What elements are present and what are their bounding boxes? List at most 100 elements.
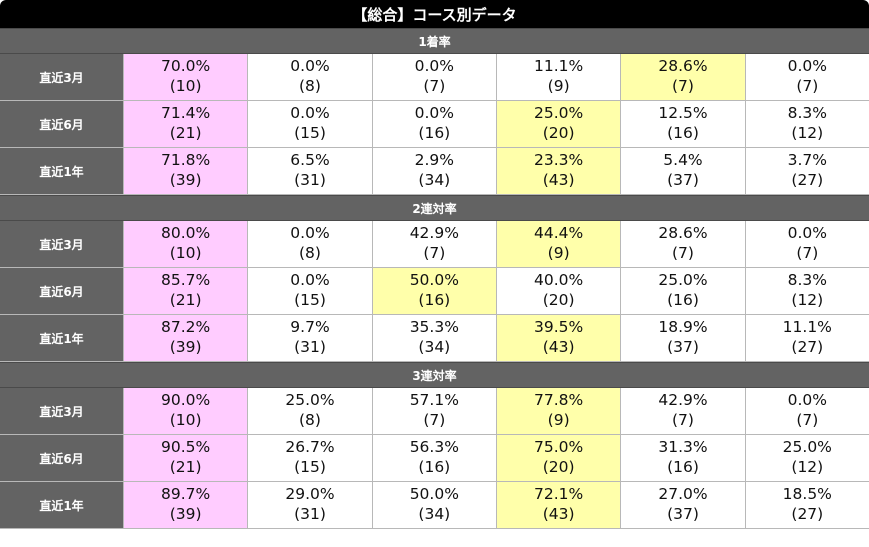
cell-percentage: 0.0% — [290, 224, 330, 243]
cell-percentage: 25.0% — [782, 438, 832, 457]
cell-count: (39) — [169, 505, 202, 523]
cell-count: (21) — [169, 124, 202, 142]
table-cell: 50.0% (16) — [372, 268, 497, 314]
cell-count: (34) — [418, 171, 451, 189]
table-cell: 42.9% (7) — [621, 388, 746, 434]
cell-percentage: 71.4% — [161, 104, 211, 123]
sections-container: 1着率 直近3月 70.0% (10) 0.0% (8) 0.0% (7) 11.1% (9) 28… — [0, 28, 869, 529]
cell-percentage: 12.5% — [658, 104, 708, 123]
cell-count: (27) — [791, 171, 824, 189]
table-cell: 0.0% (8) — [248, 54, 373, 100]
cell-percentage: 18.5% — [782, 485, 832, 504]
cell-percentage: 18.9% — [658, 318, 708, 337]
table-cell: 70.0% (10) — [124, 54, 249, 100]
cell-count: (8) — [299, 411, 321, 429]
cell-count: (7) — [796, 244, 819, 262]
cell-count: (37) — [667, 505, 699, 523]
cell-count: (9) — [547, 244, 570, 262]
cell-percentage: 29.0% — [285, 485, 335, 504]
cell-count: (7) — [796, 411, 819, 429]
cell-count: (39) — [169, 171, 202, 189]
cell-percentage: 90.5% — [161, 438, 211, 457]
table-cell: 77.8% (9) — [496, 388, 622, 434]
cell-count: (16) — [418, 458, 451, 476]
table-cell: 18.9% (37) — [621, 315, 746, 361]
row-label: 直近6月 — [0, 435, 124, 481]
table-cell: 12.5% (16) — [621, 101, 746, 147]
cell-count: (16) — [418, 124, 451, 142]
table-cell: 80.0% (10) — [124, 221, 249, 267]
section-header: 2連対率 — [0, 195, 869, 221]
table-cell: 39.5% (43) — [496, 315, 622, 361]
table-row: 直近3月 80.0% (10) 0.0% (8) 42.9% (7) 44.4% (9) 28.6… — [0, 221, 869, 268]
cell-count: (15) — [294, 124, 326, 142]
cell-percentage: 0.0% — [290, 104, 330, 123]
course-data-table: 【総合】コース別データ 1着率 直近3月 70.0% (10) 0.0% (8) 0.0%(… — [0, 0, 869, 529]
cell-percentage: 0.0% — [787, 57, 827, 76]
cell-count: (12) — [791, 124, 824, 142]
table-cell: 40.0% (20) — [497, 268, 622, 314]
cell-count: (7) — [671, 244, 694, 262]
row-label: 直近3月 — [0, 54, 124, 100]
cell-percentage: 87.2% — [161, 318, 211, 337]
cell-count: (31) — [294, 171, 326, 189]
table-cell: 0.0% (7) — [746, 221, 869, 267]
cell-percentage: 39.5% — [534, 318, 584, 337]
cell-percentage: 8.3% — [787, 104, 827, 123]
table-cell: 8.3% (12) — [746, 101, 869, 147]
cell-count: (10) — [169, 411, 202, 429]
cell-count: (9) — [547, 411, 570, 429]
table-cell: 31.3% (16) — [621, 435, 746, 481]
table-cell: 25.0% (12) — [746, 435, 869, 481]
cell-count: (43) — [542, 171, 575, 189]
cell-percentage: 90.0% — [161, 391, 211, 410]
cell-count: (31) — [294, 338, 326, 356]
table-cell: 26.7% (15) — [248, 435, 373, 481]
cell-count: (7) — [796, 77, 819, 95]
table-row: 直近6月 90.5% (21) 26.7% (15) 56.3% (16) 75.0% (20)… — [0, 435, 869, 482]
table-cell: 0.0% (7) — [746, 388, 869, 434]
cell-percentage: 8.3% — [787, 271, 827, 290]
cell-count: (9) — [547, 77, 570, 95]
cell-percentage: 27.0% — [658, 485, 708, 504]
table-cell: 6.5% (31) — [248, 148, 373, 194]
row-label: 直近3月 — [0, 388, 124, 434]
cell-count: (7) — [423, 77, 446, 95]
cell-count: (20) — [542, 124, 575, 142]
cell-count: (12) — [791, 458, 824, 476]
table-cell: 42.9% (7) — [373, 221, 497, 267]
table-cell: 0.0% (15) — [248, 268, 373, 314]
table-cell: 0.0% (15) — [248, 101, 373, 147]
table-row: 直近3月 70.0% (10) 0.0% (8) 0.0% (7) 11.1% (9) 28.6%… — [0, 54, 869, 101]
table-cell: 25.0% (16) — [621, 268, 746, 314]
cell-count: (34) — [418, 505, 451, 523]
cell-percentage: 0.0% — [414, 57, 455, 76]
table-row: 直近3月 90.0% (10) 25.0% (8) 57.1% (7) 77.8% (9) 42.… — [0, 388, 869, 435]
cell-percentage: 0.0% — [290, 271, 330, 290]
section-header: 3連対率 — [0, 362, 869, 388]
table-cell: 89.7% (39) — [124, 482, 249, 528]
table-cell: 87.2% (39) — [124, 315, 249, 361]
cell-percentage: 56.3% — [409, 438, 459, 457]
table-cell: 56.3% (16) — [373, 435, 497, 481]
table-cell: 9.7% (31) — [248, 315, 373, 361]
cell-count: (8) — [299, 244, 321, 262]
cell-percentage: 31.3% — [658, 438, 708, 457]
cell-percentage: 26.7% — [285, 438, 335, 457]
cell-percentage: 44.4% — [534, 224, 584, 243]
table-cell: 28.6% (7) — [621, 54, 746, 100]
table-row: 直近6月 85.7% (21) 0.0% (15) 50.0% (16) 40.0% (20) 2… — [0, 268, 869, 315]
table-cell: 0.0% (16) — [373, 101, 497, 147]
table-cell: 11.1% (9) — [497, 54, 622, 100]
cell-count: (12) — [791, 291, 824, 309]
table-cell: 28.6% (7) — [621, 221, 746, 267]
table-cell: 2.9% (34) — [373, 148, 497, 194]
cell-percentage: 0.0% — [787, 391, 827, 410]
table-cell: 23.3% (43) — [496, 148, 622, 194]
table-cell: 18.5% (27) — [746, 482, 869, 528]
table-cell: 71.4% (21) — [124, 101, 249, 147]
cell-count: (34) — [418, 338, 451, 356]
cell-percentage: 25.0% — [534, 104, 584, 123]
cell-percentage: 80.0% — [161, 224, 211, 243]
cell-percentage: 28.6% — [658, 224, 708, 243]
